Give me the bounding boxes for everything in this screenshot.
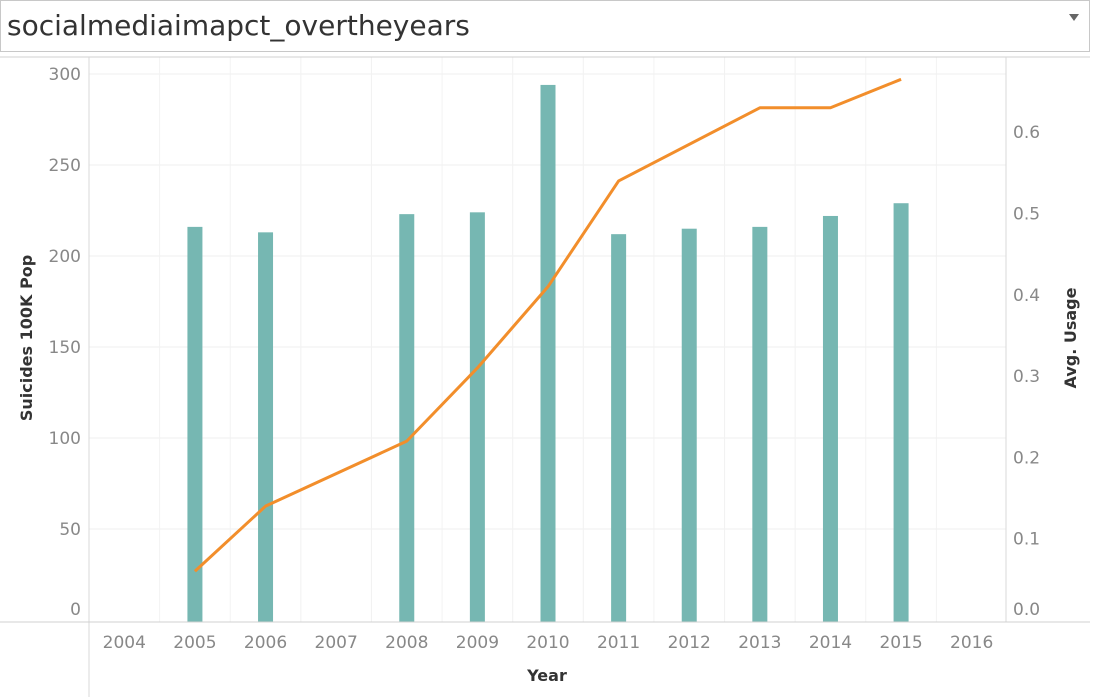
axes bbox=[0, 56, 1090, 697]
x-tick-label: 2014 bbox=[809, 633, 852, 653]
x-tick-label: 2008 bbox=[385, 633, 428, 653]
y-tick-label: 100 bbox=[49, 429, 81, 449]
x-tick-label: 2007 bbox=[315, 633, 358, 653]
sheet-title: socialmediaimapct_overtheyears bbox=[7, 9, 470, 42]
y2-tick-label: 0.3 bbox=[1013, 367, 1040, 387]
y2-tick-label: 0.0 bbox=[1013, 600, 1040, 620]
bar-2014 bbox=[822, 215, 838, 622]
x-axis-ticks: 2004 2005 2006 2007 2008 2009 2010 2011 2012 2013… bbox=[103, 633, 994, 653]
bar-2012 bbox=[681, 228, 697, 622]
x-tick-label: 2010 bbox=[526, 633, 569, 653]
y2-tick-label: 0.5 bbox=[1013, 204, 1040, 224]
x-tick-label: 2011 bbox=[597, 633, 640, 653]
bar-2005 bbox=[187, 226, 203, 622]
bar-2006 bbox=[258, 232, 274, 622]
bar-2011 bbox=[611, 234, 627, 622]
chevron-down-icon[interactable] bbox=[1069, 14, 1079, 21]
y-tick-label: 250 bbox=[49, 156, 81, 176]
y-tick-label: 0 bbox=[70, 600, 81, 620]
line-series bbox=[193, 77, 902, 573]
sheet-selector-dropdown[interactable]: socialmediaimapct_overtheyears bbox=[0, 0, 1090, 52]
x-tick-label: 2016 bbox=[950, 633, 993, 653]
bar-2015 bbox=[893, 203, 909, 622]
x-tick-label: 2005 bbox=[173, 633, 216, 653]
y2-tick-label: 0.1 bbox=[1013, 530, 1040, 550]
y-tick-label: 50 bbox=[59, 520, 81, 540]
x-tick-label: 2013 bbox=[738, 633, 781, 653]
x-tick-label: 2015 bbox=[879, 633, 922, 653]
bar-2008 bbox=[399, 214, 415, 622]
bar-2009 bbox=[469, 212, 485, 622]
left-axis-ticks: 0 50 100 150 200 250 300 bbox=[49, 65, 81, 620]
y2-tick-label: 0.6 bbox=[1013, 123, 1040, 143]
bar-2013 bbox=[752, 226, 768, 622]
x-axis-title: Year bbox=[526, 666, 567, 685]
y-tick-label: 300 bbox=[49, 65, 81, 85]
y-axis-title: Suicides 100K Pop bbox=[17, 255, 36, 421]
y2-tick-label: 0.2 bbox=[1013, 448, 1040, 468]
x-tick-label: 2009 bbox=[456, 633, 499, 653]
y2-tick-label: 0.4 bbox=[1013, 286, 1040, 306]
x-tick-label: 2004 bbox=[103, 633, 146, 653]
x-tick-label: 2006 bbox=[244, 633, 287, 653]
y-tick-label: 200 bbox=[49, 247, 81, 267]
bar-2010 bbox=[540, 84, 556, 623]
bar-series bbox=[187, 84, 909, 623]
y2-axis-title: Avg. Usage bbox=[1061, 287, 1080, 388]
y-tick-label: 150 bbox=[49, 338, 81, 358]
right-axis-ticks: 0.0 0.1 0.2 0.3 0.4 0.5 0.6 bbox=[1013, 123, 1040, 620]
x-tick-label: 2012 bbox=[668, 633, 711, 653]
